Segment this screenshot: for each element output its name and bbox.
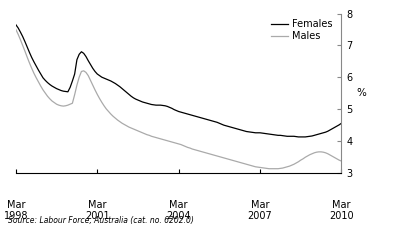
Text: Source: Labour Force, Australia (cat. no. 6202.0): Source: Labour Force, Australia (cat. no…	[8, 216, 194, 225]
Y-axis label: %: %	[356, 88, 366, 98]
Text: Mar
2004: Mar 2004	[166, 200, 191, 221]
Text: Mar
2010: Mar 2010	[329, 200, 354, 221]
Text: Mar
2001: Mar 2001	[85, 200, 110, 221]
Text: Mar
2007: Mar 2007	[248, 200, 272, 221]
Text: Mar
1998: Mar 1998	[4, 200, 28, 221]
Legend: Females, Males: Females, Males	[267, 15, 337, 45]
